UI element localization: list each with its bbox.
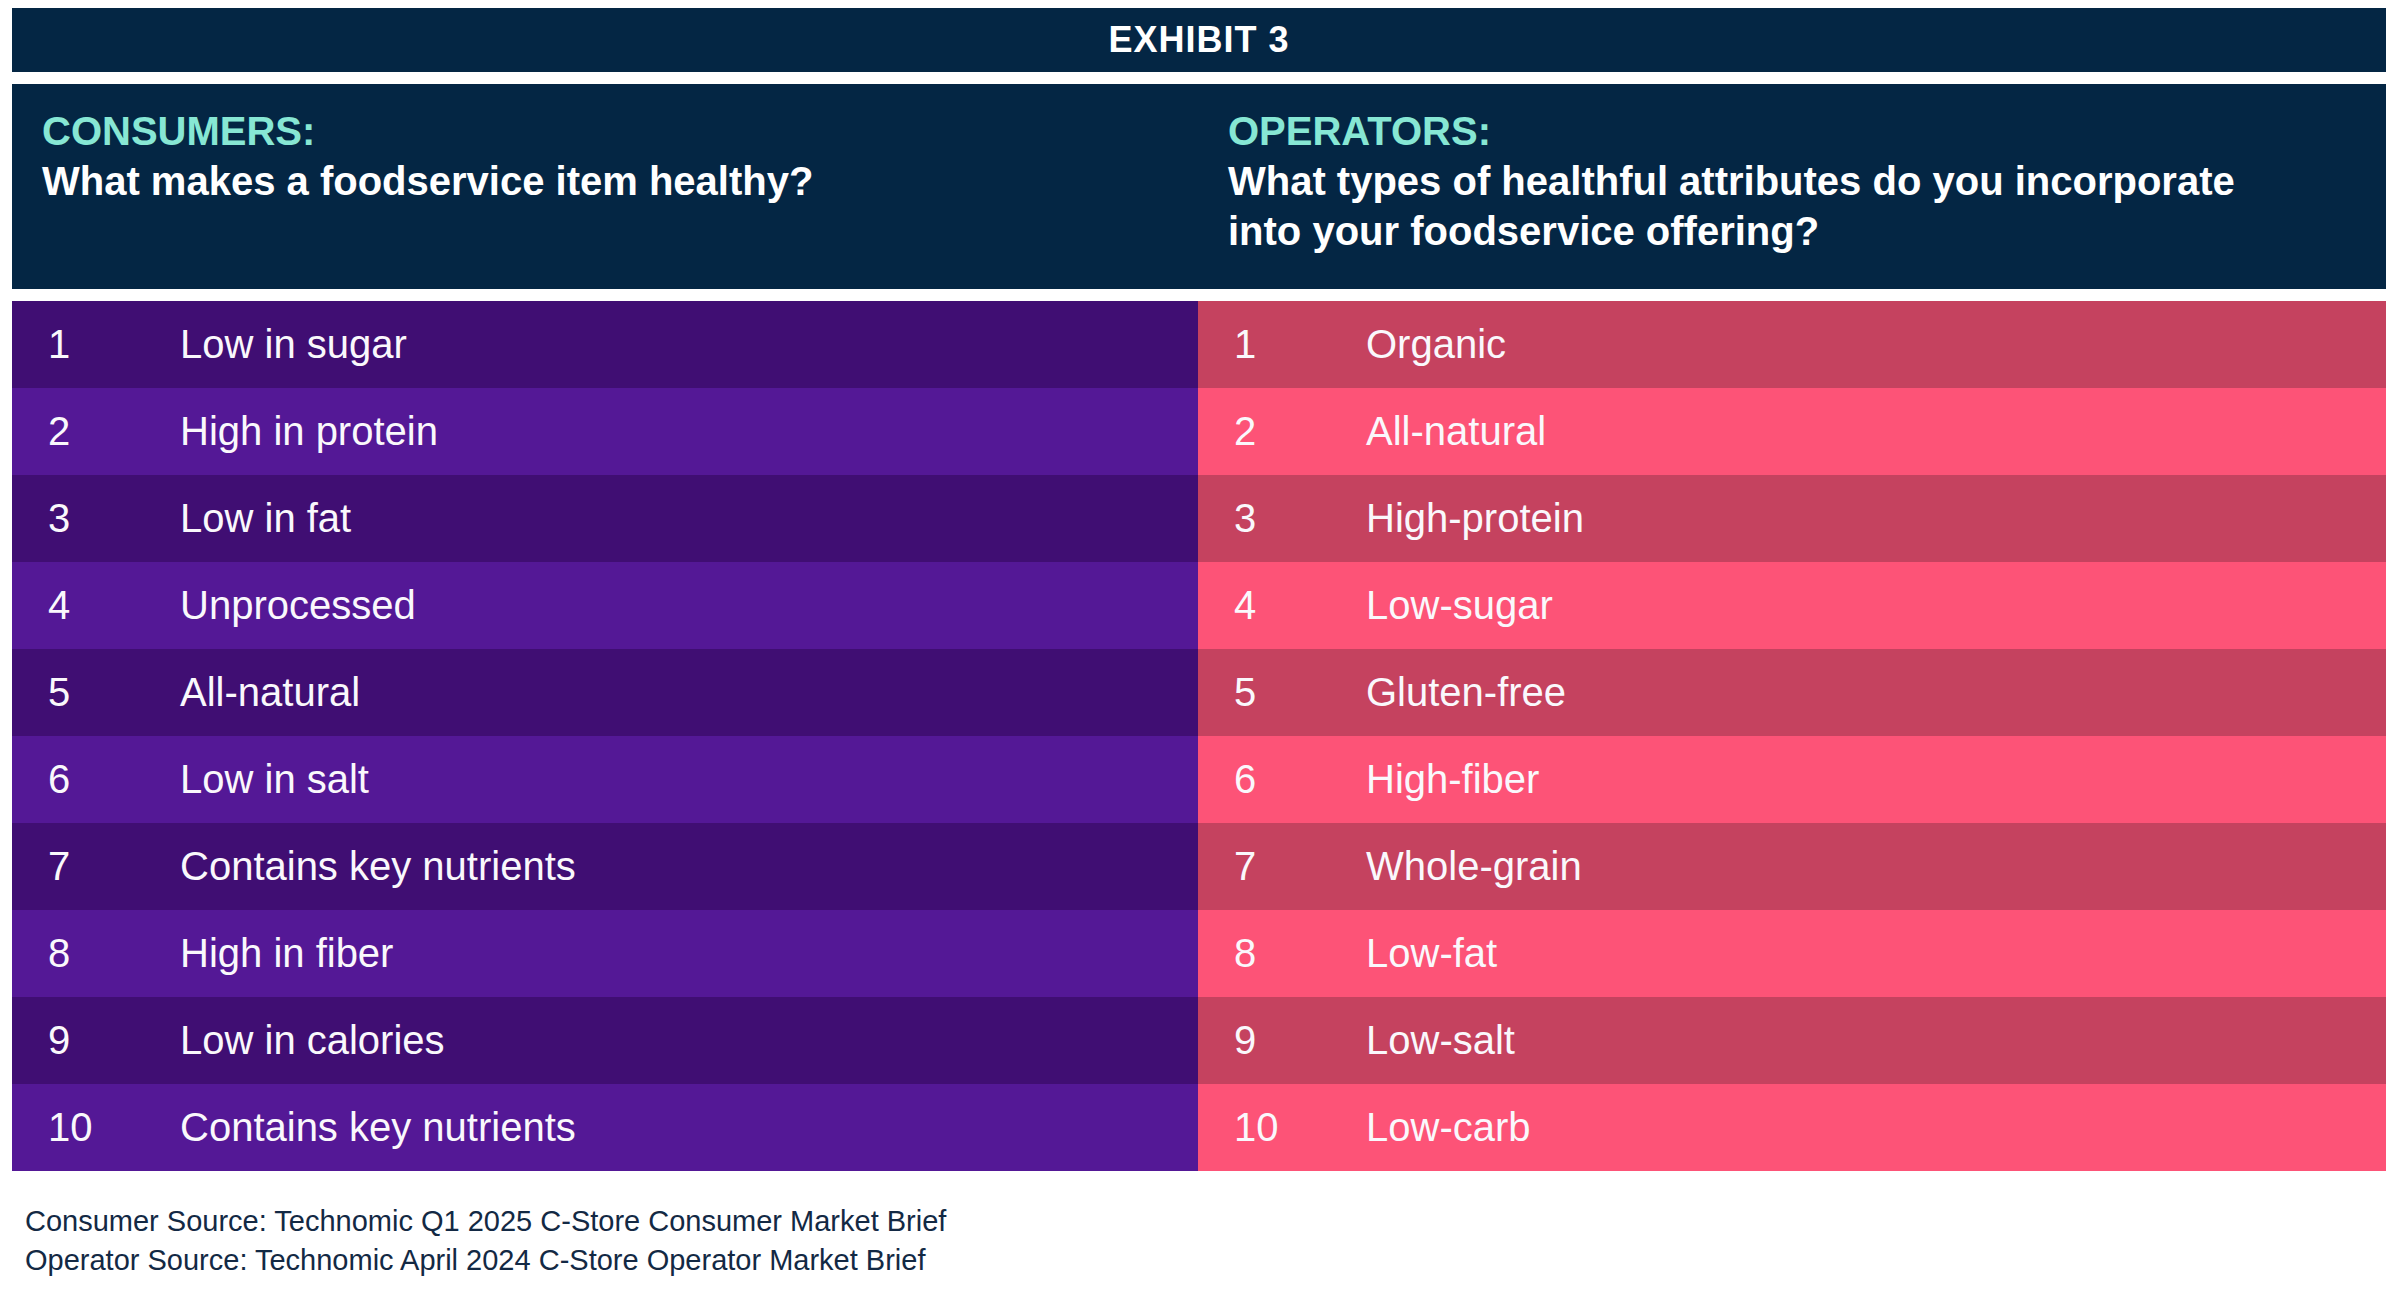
rank-number: 9 [12,1018,180,1063]
operator-rank-row: 7Whole-grain [1198,823,2386,910]
rank-label: Low-salt [1366,1018,2386,1063]
operators-header: OPERATORS: What types of healthful attri… [1198,84,2386,289]
rank-number: 8 [12,931,180,976]
consumer-rank-row: 5All-natural [12,649,1198,736]
rank-label: High in protein [180,409,1198,454]
rank-number: 2 [12,409,180,454]
rank-number: 1 [1198,322,1366,367]
operator-source-note: Operator Source: Technomic April 2024 C-… [25,1241,946,1280]
operator-rank-row: 8Low-fat [1198,910,2386,997]
consumers-question: What makes a foodservice item healthy? [42,156,1198,206]
operator-rank-row: 4Low-sugar [1198,562,2386,649]
rank-label: Gluten-free [1366,670,2386,715]
operator-rank-row: 9Low-salt [1198,997,2386,1084]
rank-label: Low in salt [180,757,1198,802]
rank-number: 6 [1198,757,1366,802]
rank-label: Contains key nutrients [180,844,1198,889]
rank-number: 3 [1198,496,1366,541]
question-header-band: CONSUMERS: What makes a foodservice item… [12,84,2386,289]
rank-label: Whole-grain [1366,844,2386,889]
rank-number: 4 [1198,583,1366,628]
rank-number: 10 [12,1105,180,1150]
source-notes: Consumer Source: Technomic Q1 2025 C-Sto… [25,1202,946,1280]
operator-rank-row: 6High-fiber [1198,736,2386,823]
consumers-header: CONSUMERS: What makes a foodservice item… [12,84,1198,289]
rank-number: 1 [12,322,180,367]
rank-number: 5 [12,670,180,715]
consumer-rank-row: 4Unprocessed [12,562,1198,649]
ranked-lists: 1Low in sugar 2High in protein 3Low in f… [12,301,2386,1171]
rank-label: All-natural [180,670,1198,715]
rank-number: 6 [12,757,180,802]
consumers-heading: CONSUMERS: [42,106,1198,156]
consumer-rank-row: 3Low in fat [12,475,1198,562]
exhibit-title-band: EXHIBIT 3 [12,8,2386,72]
consumers-ranked-list: 1Low in sugar 2High in protein 3Low in f… [12,301,1198,1171]
rank-label: Low-fat [1366,931,2386,976]
consumer-rank-row: 7Contains key nutrients [12,823,1198,910]
rank-number: 8 [1198,931,1366,976]
operator-rank-row: 3High-protein [1198,475,2386,562]
consumer-source-note: Consumer Source: Technomic Q1 2025 C-Sto… [25,1202,946,1241]
rank-label: Organic [1366,322,2386,367]
operators-heading: OPERATORS: [1228,106,2386,156]
rank-label: Low in calories [180,1018,1198,1063]
rank-label: High-protein [1366,496,2386,541]
rank-label: High-fiber [1366,757,2386,802]
operators-question: What types of healthful attributes do yo… [1228,156,2288,256]
consumer-rank-row: 1Low in sugar [12,301,1198,388]
rank-label: Low in sugar [180,322,1198,367]
operator-rank-row: 5Gluten-free [1198,649,2386,736]
consumer-rank-row: 2High in protein [12,388,1198,475]
rank-number: 5 [1198,670,1366,715]
rank-label: All-natural [1366,409,2386,454]
exhibit-3-infographic: EXHIBIT 3 CONSUMERS: What makes a foodse… [0,0,2392,1311]
rank-label: Unprocessed [180,583,1198,628]
rank-number: 4 [12,583,180,628]
rank-label: Low in fat [180,496,1198,541]
operator-rank-row: 2All-natural [1198,388,2386,475]
rank-number: 3 [12,496,180,541]
consumer-rank-row: 6Low in salt [12,736,1198,823]
consumer-rank-row: 10Contains key nutrients [12,1084,1198,1171]
rank-label: Contains key nutrients [180,1105,1198,1150]
rank-label: Low-sugar [1366,583,2386,628]
exhibit-title: EXHIBIT 3 [1108,19,1289,61]
rank-number: 9 [1198,1018,1366,1063]
consumer-rank-row: 8High in fiber [12,910,1198,997]
rank-number: 10 [1198,1105,1366,1150]
operators-ranked-list: 1Organic 2All-natural 3High-protein 4Low… [1198,301,2386,1171]
operator-rank-row: 1Organic [1198,301,2386,388]
rank-label: High in fiber [180,931,1198,976]
rank-label: Low-carb [1366,1105,2386,1150]
operator-rank-row: 10Low-carb [1198,1084,2386,1171]
rank-number: 7 [1198,844,1366,889]
consumer-rank-row: 9Low in calories [12,997,1198,1084]
rank-number: 7 [12,844,180,889]
rank-number: 2 [1198,409,1366,454]
